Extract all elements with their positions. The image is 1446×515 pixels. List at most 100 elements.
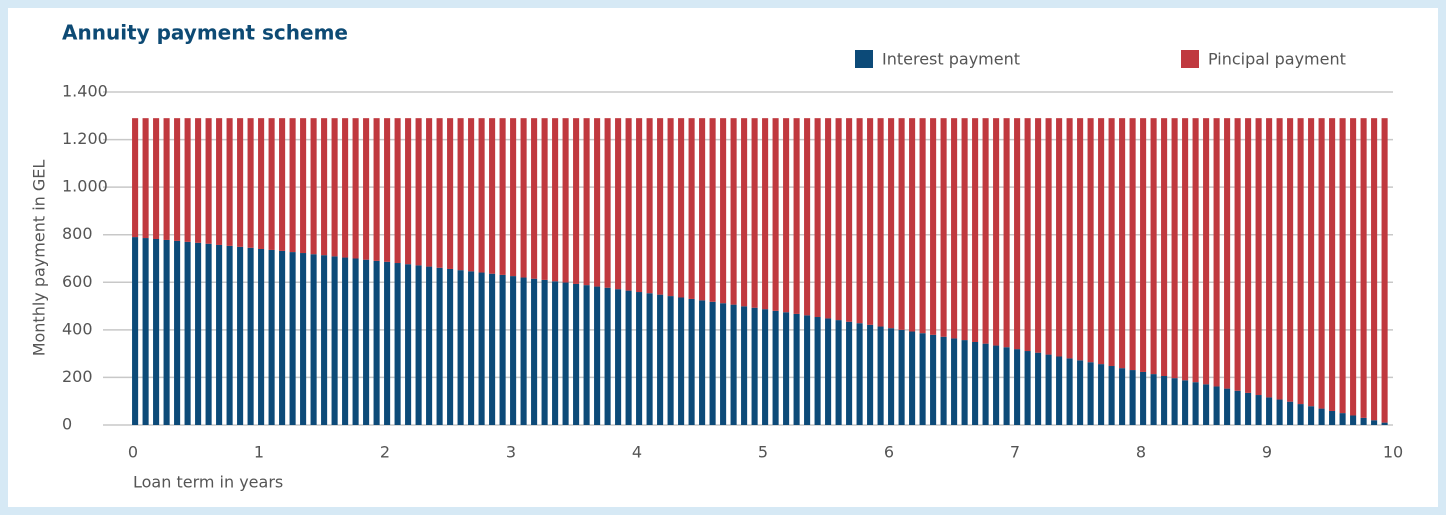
bar-segment xyxy=(163,239,170,425)
bar-segment xyxy=(783,312,790,425)
bar-segment xyxy=(489,118,496,274)
bar-segment xyxy=(1350,118,1357,416)
bar-segment xyxy=(573,118,580,284)
x-tick-label: 5 xyxy=(758,443,768,462)
bar-segment xyxy=(940,118,947,337)
bar-segment xyxy=(615,289,622,425)
bar-segment xyxy=(405,264,412,425)
bar-segment xyxy=(289,252,296,425)
bar-segment xyxy=(1161,118,1168,377)
bar-segment xyxy=(982,343,989,425)
bar-segment xyxy=(1077,118,1084,361)
bar-segment xyxy=(426,118,433,267)
bar-segment xyxy=(415,118,422,266)
bar-segment xyxy=(1329,118,1336,411)
bar-segment xyxy=(877,118,884,327)
bar-segment xyxy=(1192,118,1199,383)
bar-segment xyxy=(741,118,748,307)
bar-segment xyxy=(142,238,149,425)
bar-segment xyxy=(919,333,926,425)
bar-segment xyxy=(1360,118,1367,418)
bar-segment xyxy=(531,278,538,425)
bar-segment xyxy=(300,118,307,254)
legend-swatch xyxy=(855,50,873,68)
bar-segment xyxy=(405,118,412,265)
bar-segment xyxy=(982,118,989,344)
bar-segment xyxy=(877,326,884,425)
bar-segment xyxy=(678,118,685,298)
bar-segment xyxy=(636,292,643,425)
bar-segment xyxy=(699,300,706,425)
x-tick-label: 3 xyxy=(506,443,516,462)
bar-segment xyxy=(1056,356,1063,425)
bar-segment xyxy=(709,118,716,302)
bar-segment xyxy=(268,249,275,425)
x-tick-label: 9 xyxy=(1262,443,1272,462)
bar-segment xyxy=(1066,118,1073,359)
bar-segment xyxy=(510,276,517,425)
bar-segment xyxy=(720,303,727,425)
bar-segment xyxy=(1308,118,1315,407)
bar-segment xyxy=(793,313,800,425)
bar-segment xyxy=(835,320,842,425)
y-tick-label: 800 xyxy=(62,224,93,243)
bar-segment xyxy=(1371,420,1378,425)
y-tick-label: 200 xyxy=(62,367,93,386)
bar-segment xyxy=(583,118,590,286)
bar-segment xyxy=(909,118,916,332)
bar-segment xyxy=(552,281,559,425)
bar-segment xyxy=(573,283,580,425)
bar-segment xyxy=(310,118,317,255)
bar-segment xyxy=(478,118,485,273)
x-tick-label: 10 xyxy=(1383,443,1403,462)
bar-segment xyxy=(1119,368,1126,425)
bar-segment xyxy=(321,255,328,425)
bar-segment xyxy=(415,265,422,425)
bar-segment xyxy=(436,118,443,268)
bar-segment xyxy=(1234,390,1241,425)
bar-segment xyxy=(1108,118,1115,367)
bar-segment xyxy=(1339,413,1346,425)
bar-segment xyxy=(531,118,538,279)
bar-segment xyxy=(300,253,307,425)
bar-segment xyxy=(814,118,821,318)
bar-segment xyxy=(604,118,611,288)
bar-segment xyxy=(951,118,958,339)
x-tick-label: 0 xyxy=(128,443,138,462)
bar-segment xyxy=(279,118,286,251)
bar-segment xyxy=(1140,118,1147,372)
bar-segment xyxy=(594,286,601,425)
bar-segment xyxy=(426,266,433,425)
legend-label: Pincipal payment xyxy=(1208,50,1346,69)
bar-segment xyxy=(478,272,485,425)
bar-segment xyxy=(226,245,233,425)
legend-swatch xyxy=(1181,50,1199,68)
bar-segment xyxy=(919,118,926,334)
bar-segment xyxy=(1255,118,1262,396)
bar-segment xyxy=(174,118,181,241)
bar-segment xyxy=(132,237,139,425)
bar-segment xyxy=(898,329,905,425)
bar-segment xyxy=(1014,349,1021,425)
bar-segment xyxy=(1129,118,1136,371)
bar-segment xyxy=(1098,364,1105,425)
bar-segment xyxy=(1213,118,1220,387)
bar-segment xyxy=(499,118,506,275)
bar-segment xyxy=(457,270,464,425)
bar-segment xyxy=(1297,404,1304,425)
bar-segment xyxy=(1024,118,1031,352)
bar-segment xyxy=(1276,118,1283,400)
bar-segment xyxy=(1024,351,1031,425)
bar-segment xyxy=(657,294,664,425)
bar-segment xyxy=(856,323,863,425)
bar-segment xyxy=(867,324,874,425)
x-tick-label: 2 xyxy=(380,443,390,462)
bar-segment xyxy=(793,118,800,314)
bar-segment xyxy=(1014,118,1021,350)
bar-segment xyxy=(772,118,779,311)
bar-segment xyxy=(804,315,811,425)
bar-segment xyxy=(814,317,821,425)
bar-segment xyxy=(1287,118,1294,402)
